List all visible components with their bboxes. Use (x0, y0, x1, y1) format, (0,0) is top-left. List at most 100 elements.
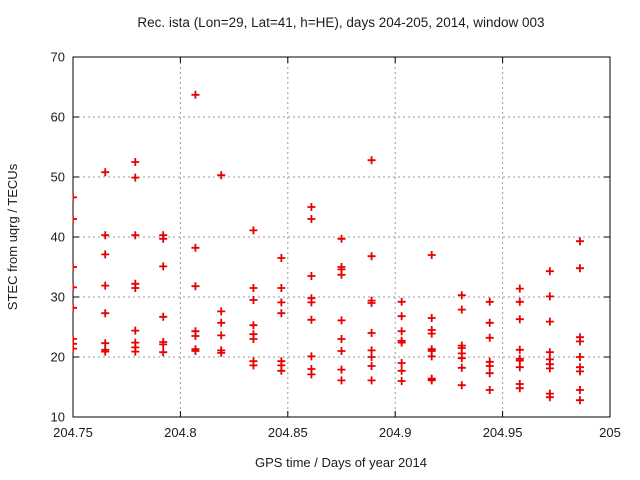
data-point-marker (277, 254, 286, 262)
data-point-marker (485, 333, 494, 342)
data-point-marker (217, 348, 226, 357)
data-point-marker (131, 173, 140, 182)
data-point-marker (515, 284, 524, 293)
data-point-marker (191, 90, 200, 99)
data-point-marker (159, 312, 168, 321)
y-tick-label: 50 (51, 170, 65, 185)
x-tick-label: 204.9 (379, 425, 412, 440)
data-point-marker (545, 292, 554, 301)
data-point-marker (337, 234, 346, 243)
data-point-marker (397, 359, 406, 367)
data-point-marker (159, 234, 168, 243)
data-point-marker (337, 376, 346, 385)
data-point-marker (515, 297, 524, 306)
data-point-marker (397, 312, 406, 321)
data-point-marker (307, 215, 316, 223)
data-point-marker (427, 352, 436, 361)
data-point-marker (575, 386, 584, 394)
data-point-marker (427, 314, 436, 322)
data-point-marker (575, 337, 584, 346)
x-tick-label: 205 (599, 425, 621, 440)
data-point-marker (457, 305, 466, 314)
data-point-marker (217, 331, 226, 340)
data-point-marker (457, 381, 466, 390)
y-tick-label: 60 (51, 110, 65, 125)
data-points-layer (72, 90, 584, 405)
data-point-marker (515, 315, 524, 324)
data-point-marker (159, 262, 168, 271)
data-point-marker (101, 168, 110, 177)
data-point-marker (131, 158, 140, 166)
x-tick-label: 204.85 (268, 425, 308, 440)
data-point-marker (397, 297, 406, 306)
data-point-marker (217, 171, 226, 180)
data-point-marker (249, 284, 258, 292)
data-point-marker (397, 366, 406, 375)
data-point-marker (427, 251, 436, 259)
data-point-marker (545, 267, 554, 276)
data-point-marker (337, 365, 346, 374)
data-point-marker (545, 393, 554, 402)
data-point-marker (191, 282, 200, 291)
data-point-marker (191, 332, 200, 340)
data-point-marker (427, 376, 436, 385)
x-tick-label: 204.8 (164, 425, 197, 440)
data-point-marker (545, 348, 554, 357)
data-point-marker (159, 340, 168, 349)
data-point-marker (397, 327, 406, 336)
data-point-marker (485, 386, 494, 394)
data-point-marker (277, 366, 286, 375)
grid-layer (73, 57, 610, 417)
data-point-marker (217, 318, 226, 327)
data-point-marker (191, 347, 200, 355)
y-tick-label: 30 (51, 290, 65, 305)
data-point-marker (101, 250, 110, 259)
data-point-marker (485, 369, 494, 378)
data-point-marker (575, 367, 584, 376)
x-tick-label: 204.95 (483, 425, 523, 440)
data-point-marker (367, 376, 376, 385)
data-point-marker (337, 270, 346, 279)
data-point-marker (457, 354, 466, 363)
data-point-marker (545, 317, 554, 326)
data-point-marker (131, 326, 140, 335)
data-point-marker (101, 231, 110, 240)
x-axis-label: GPS time / Days of year 2014 (255, 455, 427, 470)
data-point-marker (457, 363, 466, 372)
data-point-marker (575, 264, 584, 273)
data-point-marker (72, 193, 77, 202)
data-point-marker (131, 347, 140, 356)
data-point-marker (515, 363, 524, 372)
data-point-marker (427, 329, 436, 338)
data-point-marker (101, 281, 110, 290)
data-point-marker (485, 297, 494, 306)
data-point-marker (367, 252, 376, 261)
data-point-marker (217, 307, 226, 316)
y-tick-label: 10 (51, 410, 65, 425)
data-point-marker (307, 315, 316, 324)
tick-label-layer: 204.75 204.8 204.85 204.9 204.95 205 10 20 30 40 5… (51, 50, 621, 441)
data-point-marker (307, 352, 316, 361)
data-point-marker (367, 299, 376, 307)
data-point-marker (131, 231, 140, 240)
data-point-marker (191, 243, 200, 252)
data-point-marker (367, 362, 376, 370)
data-point-marker (515, 345, 524, 354)
data-point-marker (337, 347, 346, 355)
data-point-marker (367, 156, 376, 165)
data-point-marker (307, 272, 316, 280)
data-point-marker (307, 203, 316, 211)
data-point-marker (397, 338, 406, 347)
y-tick-label: 40 (51, 230, 65, 245)
data-point-marker (485, 362, 494, 370)
data-point-marker (545, 364, 554, 373)
data-point-marker (159, 348, 168, 357)
data-point-marker (515, 384, 524, 393)
data-point-marker (307, 298, 316, 307)
y-axis-label: STEC from uqrg / TECUs (5, 163, 20, 310)
data-point-marker (485, 318, 494, 327)
data-point-marker (337, 316, 346, 325)
data-point-marker (249, 226, 258, 235)
